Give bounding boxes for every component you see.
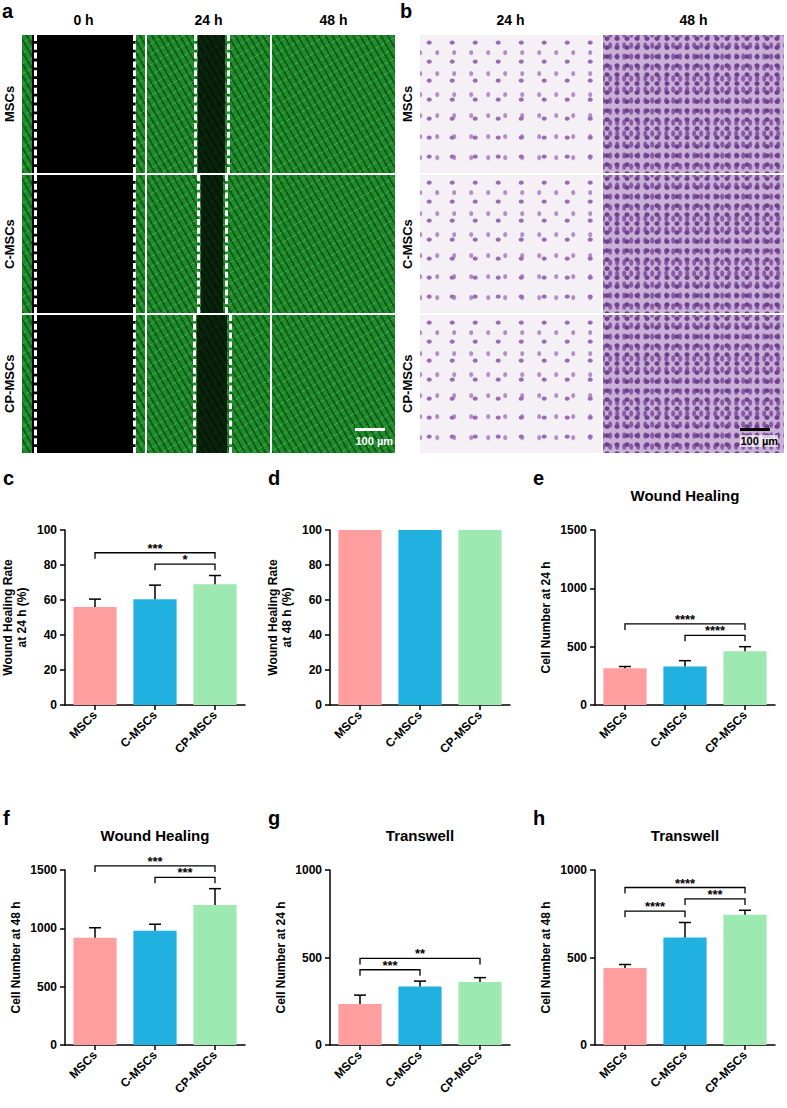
svg-text:g: g <box>268 807 280 829</box>
svg-text:Cell Number at 24 h: Cell Number at 24 h <box>539 561 553 673</box>
svg-text:MSCs: MSCs <box>332 708 366 742</box>
svg-text:500: 500 <box>567 951 587 965</box>
svg-text:60: 60 <box>309 593 323 607</box>
svg-text:CP-MSCs: CP-MSCs <box>702 708 750 756</box>
svg-text:20: 20 <box>44 663 58 677</box>
svg-text:***: *** <box>147 541 163 556</box>
svg-text:MSCs: MSCs <box>332 1048 366 1082</box>
svg-text:Cell Number at 24 h: Cell Number at 24 h <box>274 901 288 1013</box>
svg-text:Transwell: Transwell <box>386 827 454 844</box>
svg-text:CP-MSCs: CP-MSCs <box>702 1048 750 1096</box>
svg-text:MSCs: MSCs <box>597 708 631 742</box>
svg-text:C-MSCs: C-MSCs <box>118 708 161 751</box>
html-text:24 h: 24 h <box>496 12 525 28</box>
html-text:MSCs: MSCs <box>2 85 17 123</box>
html-text:MSCs: MSCs <box>400 85 415 123</box>
svg-text:****: **** <box>645 899 666 914</box>
html-text:C-MSCs: C-MSCs <box>400 219 415 269</box>
svg-text:1000: 1000 <box>295 863 322 877</box>
svg-text:****: **** <box>705 623 726 638</box>
svg-text:CP-MSCs: CP-MSCs <box>437 708 485 756</box>
svg-text:C-MSCs: C-MSCs <box>383 708 426 751</box>
svg-text:0: 0 <box>315 1038 322 1052</box>
html-text:48 h: 48 h <box>319 12 348 28</box>
svg-text:d: d <box>268 467 280 489</box>
svg-text:*: * <box>182 552 188 567</box>
svg-text:0: 0 <box>50 1038 57 1052</box>
html-text:24 h: 24 h <box>194 12 223 28</box>
svg-text:40: 40 <box>309 628 323 642</box>
html-text:a: a <box>2 0 14 22</box>
svg-text:Cell Number at 48 h: Cell Number at 48 h <box>9 901 23 1013</box>
svg-text:at 24 h (%): at 24 h (%) <box>15 587 29 647</box>
svg-text:CP-MSCs: CP-MSCs <box>172 1048 220 1096</box>
svg-text:***: *** <box>707 887 723 902</box>
svg-text:60: 60 <box>44 593 58 607</box>
svg-text:MSCs: MSCs <box>67 1048 101 1082</box>
svg-text:at 48 h (%): at 48 h (%) <box>280 587 294 647</box>
html-text:0 h: 0 h <box>73 12 94 28</box>
svg-text:1000: 1000 <box>560 581 587 595</box>
svg-text:C-MSCs: C-MSCs <box>648 708 691 751</box>
html-text:C-MSCs: C-MSCs <box>2 219 17 269</box>
svg-text:f: f <box>3 807 10 829</box>
html-text:b: b <box>400 0 413 22</box>
html-text:100 µm: 100 µm <box>355 435 393 447</box>
svg-text:500: 500 <box>37 980 57 994</box>
svg-text:***: *** <box>177 865 193 880</box>
html-text:100 µm: 100 µm <box>740 435 778 447</box>
svg-text:CP-MSCs: CP-MSCs <box>172 708 220 756</box>
svg-text:0: 0 <box>50 698 57 712</box>
svg-text:C-MSCs: C-MSCs <box>648 1048 691 1091</box>
svg-text:e: e <box>533 467 544 489</box>
svg-text:0: 0 <box>580 698 587 712</box>
svg-text:MSCs: MSCs <box>597 1048 631 1082</box>
svg-text:****: **** <box>675 612 696 627</box>
svg-text:20: 20 <box>309 663 323 677</box>
svg-text:***: *** <box>147 854 163 869</box>
svg-text:0: 0 <box>580 1038 587 1052</box>
svg-text:****: **** <box>675 876 696 891</box>
svg-text:Wound Healing: Wound Healing <box>101 827 210 844</box>
svg-text:Transwell: Transwell <box>651 827 719 844</box>
svg-text:100: 100 <box>302 523 322 537</box>
svg-text:500: 500 <box>302 951 322 965</box>
svg-text:1500: 1500 <box>560 523 587 537</box>
svg-text:80: 80 <box>309 558 323 572</box>
svg-text:1500: 1500 <box>30 863 57 877</box>
svg-text:CP-MSCs: CP-MSCs <box>437 1048 485 1096</box>
svg-text:**: ** <box>415 946 426 961</box>
svg-text:C-MSCs: C-MSCs <box>383 1048 426 1091</box>
svg-text:Wound Healing Rate: Wound Healing Rate <box>1 559 15 676</box>
svg-text:***: *** <box>382 958 398 973</box>
svg-text:Wound Healing Rate: Wound Healing Rate <box>266 559 280 676</box>
svg-text:0: 0 <box>315 698 322 712</box>
svg-text:40: 40 <box>44 628 58 642</box>
html-text:CP-MSCs: CP-MSCs <box>2 354 17 414</box>
svg-text:1000: 1000 <box>560 863 587 877</box>
svg-text:MSCs: MSCs <box>67 708 101 742</box>
svg-text:500: 500 <box>567 640 587 654</box>
svg-text:C-MSCs: C-MSCs <box>118 1048 161 1091</box>
html-text:48 h: 48 h <box>679 12 708 28</box>
svg-text:1000: 1000 <box>30 921 57 935</box>
html-text:CP-MSCs: CP-MSCs <box>400 354 415 414</box>
svg-text:100: 100 <box>37 523 57 537</box>
svg-text:h: h <box>533 807 545 829</box>
svg-text:Wound Healing: Wound Healing <box>631 487 740 504</box>
svg-text:c: c <box>3 467 14 489</box>
svg-text:Cell Number at 48 h: Cell Number at 48 h <box>539 901 553 1013</box>
svg-text:80: 80 <box>44 558 58 572</box>
